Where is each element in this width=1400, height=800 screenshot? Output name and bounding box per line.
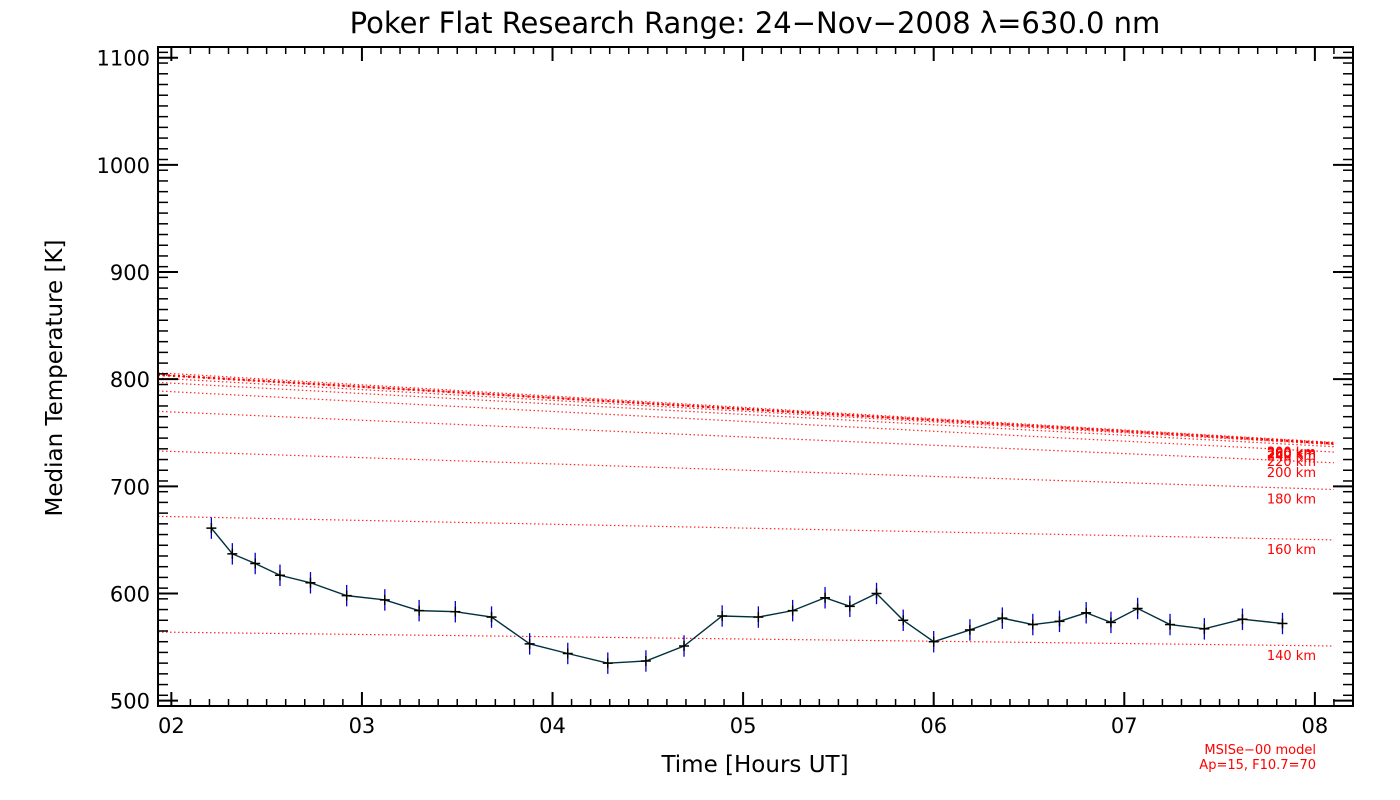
model-line-label: 160 km: [1267, 543, 1316, 558]
y-tick-label: 500: [110, 690, 150, 714]
model-line-label: 220 km: [1267, 455, 1316, 470]
model-line-label: 180 km: [1267, 493, 1316, 508]
data-series: [206, 517, 1288, 674]
y-axis-title: Median Temperature [K]: [42, 240, 68, 517]
y-tick-label: 1100: [97, 47, 150, 71]
axis-ticks: [158, 47, 1354, 707]
x-tick-label: 05: [730, 714, 757, 738]
model-line: [157, 410, 1334, 464]
model-line: [157, 390, 1334, 453]
y-tick-label: 1000: [97, 154, 150, 178]
x-tick-label: 08: [1302, 714, 1329, 738]
model-line-label: 280 km: [1267, 446, 1316, 461]
model-line-bold: [157, 373, 1335, 445]
model-line-label: 140 km: [1267, 649, 1316, 664]
tick-labels: 02 03 04 05 06 07 08 500 600 700 800 900 1000 1100: [97, 47, 1329, 738]
x-tick-label: 04: [539, 714, 566, 738]
y-tick-label: 600: [110, 582, 150, 606]
y-tick-label: 700: [110, 475, 150, 499]
model-lines: [157, 372, 1335, 647]
x-tick-label: 02: [158, 714, 185, 738]
x-axis-title: Time [Hours UT]: [660, 752, 848, 778]
model-line: [157, 450, 1334, 491]
x-tick-label: 03: [349, 714, 376, 738]
model-note-line-2: Ap=15, F10.7=70: [1199, 758, 1316, 773]
plot-frame: [157, 46, 1354, 707]
y-tick-label: 800: [110, 368, 150, 392]
model-line-label: 300 km: [1267, 445, 1316, 460]
model-line: [157, 515, 1334, 541]
model-line: [157, 372, 1334, 443]
model-line: [157, 631, 1334, 647]
y-tick-label: 900: [110, 261, 150, 285]
model-line: [157, 381, 1334, 448]
x-tick-label: 07: [1111, 714, 1138, 738]
chart-title: Poker Flat Research Range: 24−Nov−2008 λ…: [350, 6, 1161, 40]
x-tick-label: 06: [920, 714, 947, 738]
model-line-label: 200 km: [1267, 466, 1316, 481]
model-line-label: 240 km: [1267, 450, 1316, 465]
series-line: [210, 527, 1283, 664]
model-line: [157, 377, 1334, 446]
model-line-label: 260 km: [1267, 448, 1316, 463]
model-note-line-1: MSISe−00 model: [1204, 743, 1316, 758]
